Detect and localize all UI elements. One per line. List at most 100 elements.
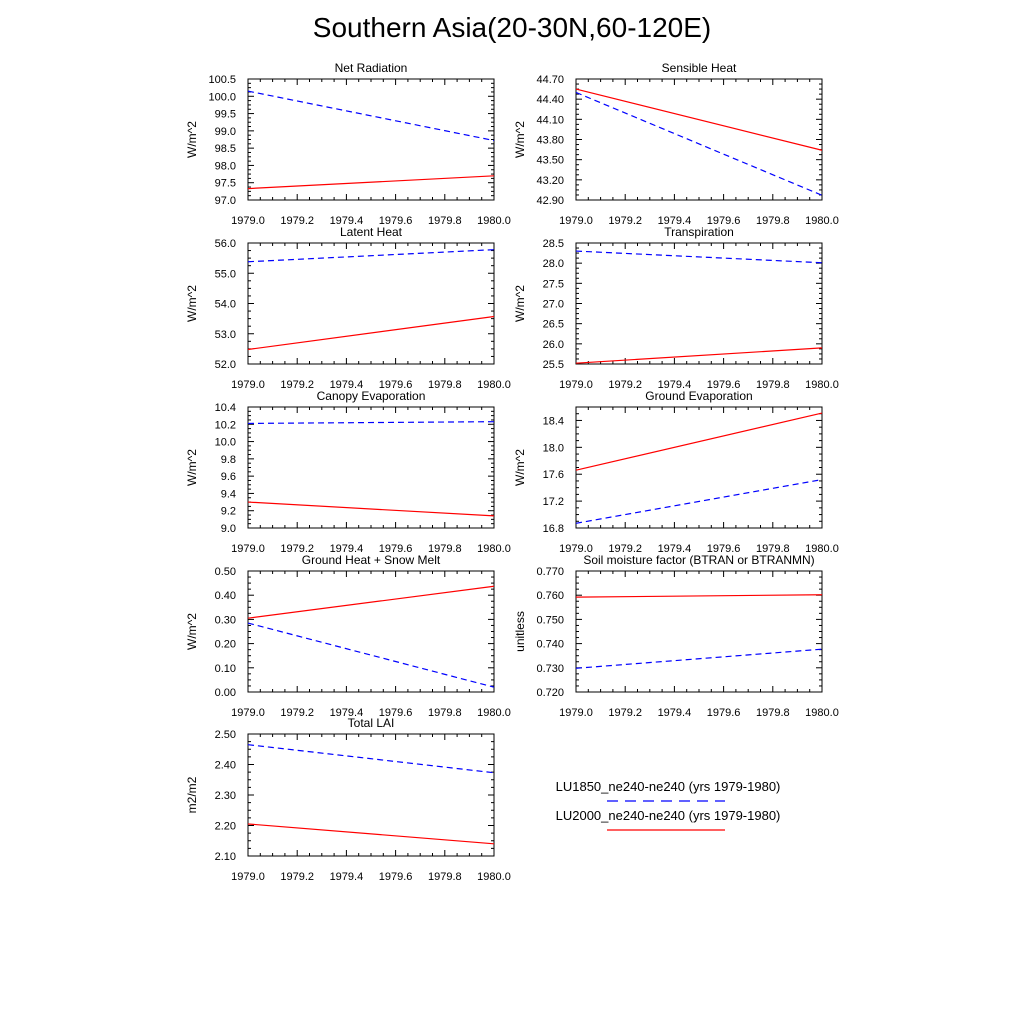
panel-title: Transpiration (664, 225, 734, 239)
plot-frame (576, 243, 822, 364)
y-axis-label: unitless (513, 611, 527, 652)
y-tick-label: 2.10 (215, 851, 236, 863)
plot-frame (576, 79, 822, 200)
y-tick-label: 0.760 (536, 590, 564, 602)
panel-title: Total LAI (348, 716, 395, 730)
series-lu1850-line (248, 91, 494, 140)
x-tick-label: 1980.0 (805, 379, 839, 391)
y-axis-label: W/m^2 (185, 449, 199, 486)
y-tick-label: 53.0 (215, 329, 236, 341)
x-tick-label: 1979.2 (608, 707, 642, 719)
x-tick-label: 1979.8 (428, 871, 462, 883)
y-tick-label: 52.0 (215, 359, 236, 371)
panel-5: Canopy EvaporationW/m^21979.0 1979.2 1979.… (185, 389, 511, 555)
series-lu2000-line (576, 348, 822, 363)
panel-7: Ground Heat + Snow Melt W/m^2 1979.0 1979.2… (185, 553, 511, 719)
panel-2: Sensible Heat W/m^2 1979.0 1979.2 1979.4 1979… (513, 61, 839, 227)
y-tick-label: 98.0 (215, 160, 236, 172)
y-axis-label: W/m^2 (513, 121, 527, 158)
x-tick-label: 1979.0 (559, 379, 593, 391)
panel-title: Sensible Heat (662, 61, 737, 75)
series-lu2000-line (576, 595, 822, 597)
y-tick-label: 9.4 (221, 488, 236, 500)
y-tick-label: 18.4 (543, 415, 564, 427)
series-lu2000-line (576, 89, 822, 150)
y-tick-label: 42.90 (536, 195, 564, 207)
y-tick-label: 17.2 (543, 496, 564, 508)
x-tick-label: 1980.0 (477, 871, 511, 883)
x-tick-label: 1979.8 (756, 707, 790, 719)
x-tick-label: 1980.0 (477, 379, 511, 391)
y-tick-label: 10.0 (215, 437, 236, 449)
series-lu1850-line (248, 623, 494, 687)
x-tick-label: 1979.8 (428, 707, 462, 719)
y-tick-label: 0.40 (215, 590, 236, 602)
y-tick-label: 28.5 (543, 238, 564, 250)
x-tick-label: 1979.2 (608, 215, 642, 227)
y-tick-label: 25.5 (543, 359, 564, 371)
series-lu1850-line (576, 649, 822, 668)
y-axis-label: W/m^2 (185, 285, 199, 322)
panel-title: Latent Heat (340, 225, 403, 239)
y-tick-label: 17.6 (543, 469, 564, 481)
y-tick-label: 43.80 (536, 135, 564, 147)
plot-frame (248, 243, 494, 364)
y-tick-label: 0.10 (215, 663, 236, 675)
panel-1: Net Radiation W/m^2 1979.0 1979.2 1979.4 1979… (185, 61, 511, 227)
y-tick-label: 44.10 (536, 114, 564, 126)
legend-label: LU1850_ne240-ne240 (yrs 1979-1980) (556, 779, 781, 794)
plot-frame (248, 734, 494, 856)
y-tick-label: 0.750 (536, 614, 564, 626)
y-tick-label: 16.8 (543, 523, 564, 535)
x-tick-label: 1979.8 (756, 379, 790, 391)
y-tick-label: 98.5 (215, 143, 236, 155)
series-lu2000-line (248, 176, 494, 189)
panel-title: Net Radiation (335, 61, 408, 75)
x-tick-label: 1979.6 (379, 871, 413, 883)
x-tick-label: 1979.6 (707, 707, 741, 719)
series-lu2000-line (248, 502, 494, 516)
plot-frame (576, 571, 822, 692)
series-lu2000-line (576, 413, 822, 470)
x-tick-label: 1979.2 (280, 871, 314, 883)
panel-title: Soil moisture factor (BTRAN or BTRANMN) (583, 553, 814, 567)
panel-6: Ground Evaporation W/m^2 1979.0 1979.2 1979.… (513, 389, 839, 555)
series-lu2000-line (248, 586, 494, 618)
panel-title: Ground Heat + Snow Melt (302, 553, 441, 567)
series-lu2000-line (248, 317, 494, 350)
y-axis-label: m2/m2 (185, 776, 199, 813)
y-tick-label: 2.40 (215, 760, 236, 772)
x-tick-label: 1980.0 (477, 215, 511, 227)
x-tick-label: 1979.4 (330, 871, 364, 883)
plot-frame (576, 407, 822, 528)
panel-4: Transpiration W/m^2 1979.0 1979.2 1979.4 1979… (513, 225, 839, 391)
x-tick-label: 1979.0 (559, 707, 593, 719)
y-tick-label: 100.5 (208, 74, 236, 86)
x-tick-label: 1979.2 (608, 379, 642, 391)
panel-title: Canopy Evaporation (317, 389, 426, 403)
y-tick-label: 97.5 (215, 178, 236, 190)
series-lu1850-line (576, 480, 822, 524)
y-tick-label: 99.5 (215, 109, 236, 121)
y-tick-label: 9.2 (221, 506, 236, 518)
plot-frame (248, 571, 494, 692)
y-tick-label: 27.5 (543, 278, 564, 290)
y-tick-label: 28.0 (543, 258, 564, 270)
x-tick-label: 1979.0 (231, 379, 265, 391)
x-tick-label: 1980.0 (477, 543, 511, 555)
plot-frame (248, 407, 494, 528)
x-tick-label: 1979.2 (280, 379, 314, 391)
y-tick-label: 43.20 (536, 175, 564, 187)
y-tick-label: 9.8 (221, 454, 236, 466)
x-tick-label: 1979.4 (658, 707, 692, 719)
legend: LU1850_ne240-ne240 (yrs 1979-1980) LU2000… (556, 779, 781, 830)
y-tick-label: 0.770 (536, 566, 564, 578)
y-tick-label: 26.0 (543, 339, 564, 351)
x-tick-label: 1979.0 (231, 543, 265, 555)
y-tick-label: 2.20 (215, 821, 236, 833)
y-tick-label: 2.50 (215, 729, 236, 741)
y-tick-label: 43.50 (536, 155, 564, 167)
y-tick-label: 2.30 (215, 790, 236, 802)
y-tick-label: 0.00 (215, 687, 236, 699)
